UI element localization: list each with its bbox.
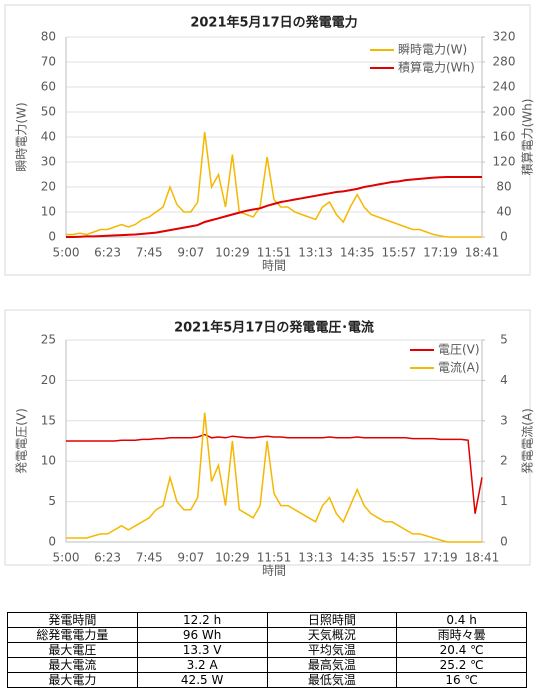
- y2-axis-title: 積算電力(Wh): [520, 99, 535, 176]
- series-line: [66, 131, 482, 238]
- legend-label: 積算電力(Wh): [398, 60, 475, 75]
- y-axis-title: 発電電圧(V): [15, 408, 29, 474]
- y-tick-label: 0: [48, 535, 56, 549]
- y-tick-label: 20: [41, 180, 56, 194]
- x-tick-label: 15:57: [382, 246, 417, 260]
- table-label: 発電時間: [7, 612, 138, 628]
- x-tick-label: 18:41: [465, 551, 500, 565]
- y2-tick-label: 4: [500, 373, 508, 387]
- x-tick-label: 5:00: [53, 551, 80, 565]
- y-tick-label: 50: [41, 105, 56, 119]
- y-tick-label: 70: [41, 55, 56, 69]
- x-tick-label: 9:07: [177, 551, 204, 565]
- table-value: 12.2 h: [136, 612, 268, 628]
- y-tick-label: 60: [41, 80, 56, 94]
- x-tick-label: 6:23: [94, 551, 121, 565]
- x-tick-label: 13:13: [298, 551, 333, 565]
- y-tick-label: 10: [41, 454, 56, 468]
- legend-label: 電圧(V): [438, 343, 480, 357]
- y2-tick-label: 3: [500, 413, 508, 427]
- x-tick-label: 10:29: [215, 246, 250, 260]
- table-label: 日照時間: [266, 612, 398, 628]
- table-label: 天気概況: [266, 627, 398, 643]
- table-label: 最大電圧: [7, 642, 138, 658]
- y-axis-title: 瞬時電力(W): [15, 102, 29, 171]
- y-tick-label: 10: [41, 205, 56, 219]
- series-line: [66, 433, 483, 514]
- summary-table: 発電時間 12.2 h 日照時間 0.4 h 総発電電力量 96 Wh 天気概況 雨時々曇 最大…: [7, 612, 527, 688]
- chart-title: 2021年5月17日の発電電力: [190, 15, 357, 31]
- x-axis-title: 時間: [262, 259, 286, 273]
- legend-label: 電流(A): [438, 361, 480, 375]
- y2-tick-label: 2: [500, 454, 508, 468]
- y2-tick-label: 120: [493, 155, 516, 169]
- table-label: 最大電力: [7, 672, 138, 688]
- x-axis-title: 時間: [262, 564, 286, 578]
- table-row: 最大電圧 13.3 V 平均気温 20.4 ℃: [7, 642, 527, 658]
- x-tick-label: 18:41: [465, 246, 500, 260]
- x-tick-label: 7:45: [136, 246, 163, 260]
- table-value: 25.2 ℃: [396, 657, 527, 673]
- y2-tick-label: 80: [496, 180, 511, 194]
- y-tick-label: 25: [41, 333, 56, 347]
- y-tick-label: 40: [41, 130, 56, 144]
- table-label: 最大電流: [7, 657, 138, 673]
- series-line: [66, 176, 482, 238]
- table-label: 平均気温: [266, 642, 398, 658]
- chart-title: 2021年5月17日の発電電圧･電流: [174, 320, 374, 336]
- legend-label: 瞬時電力(W): [398, 43, 467, 57]
- x-tick-label: 15:57: [382, 551, 417, 565]
- y2-tick-label: 1: [500, 494, 508, 508]
- x-tick-label: 11:51: [257, 551, 292, 565]
- y-tick-label: 80: [41, 30, 56, 44]
- y-tick-label: 5: [48, 494, 56, 508]
- charts: 2021年5月17日の発電電力0102030405060708004080120…: [4, 4, 535, 578]
- table-value: 96 Wh: [136, 627, 268, 643]
- chart-frame: [4, 309, 531, 566]
- y2-tick-label: 40: [496, 205, 511, 219]
- x-tick-label: 14:35: [340, 246, 375, 260]
- y-tick-label: 0: [48, 230, 56, 244]
- table-value: 雨時々曇: [396, 627, 527, 643]
- table-value: 20.4 ℃: [396, 642, 527, 658]
- table-value: 0.4 h: [396, 612, 527, 628]
- y2-tick-label: 0: [500, 230, 508, 244]
- series-line: [66, 412, 482, 543]
- x-tick-label: 13:13: [298, 246, 333, 260]
- y2-tick-label: 5: [500, 333, 508, 347]
- y-tick-label: 20: [41, 373, 56, 387]
- x-tick-label: 17:19: [423, 246, 458, 260]
- y2-tick-label: 200: [493, 105, 516, 119]
- x-tick-label: 7:45: [136, 551, 163, 565]
- y2-tick-label: 160: [493, 130, 516, 144]
- table-row: 総発電電力量 96 Wh 天気概況 雨時々曇: [7, 627, 527, 643]
- x-tick-label: 11:51: [257, 246, 292, 260]
- table-label: 最高気温: [266, 657, 398, 673]
- y2-tick-label: 280: [493, 55, 516, 69]
- x-tick-label: 9:07: [177, 246, 204, 260]
- x-tick-label: 14:35: [340, 551, 375, 565]
- x-tick-label: 17:19: [423, 551, 458, 565]
- table-label: 総発電電力量: [7, 627, 138, 643]
- y-tick-label: 30: [41, 155, 56, 169]
- y2-tick-label: 320: [493, 30, 516, 44]
- table-value: 42.5 W: [136, 672, 268, 688]
- y2-axis-title: 発電電流(A): [521, 408, 535, 474]
- table-value: 13.3 V: [136, 642, 268, 658]
- table-row: 最大電流 3.2 A 最高気温 25.2 ℃: [7, 657, 527, 673]
- x-tick-label: 10:29: [215, 551, 250, 565]
- y2-tick-label: 0: [500, 535, 508, 549]
- x-tick-label: 5:00: [53, 246, 80, 260]
- table-row: 発電時間 12.2 h 日照時間 0.4 h: [7, 612, 527, 628]
- table-value: 16 ℃: [396, 672, 527, 688]
- table-label: 最低気温: [266, 672, 398, 688]
- y2-tick-label: 240: [493, 80, 516, 94]
- table-row: 最大電力 42.5 W 最低気温 16 ℃: [7, 672, 527, 688]
- x-tick-label: 6:23: [94, 246, 121, 260]
- table-value: 3.2 A: [136, 657, 268, 673]
- y-tick-label: 15: [41, 413, 56, 427]
- chart-frame: [4, 4, 531, 276]
